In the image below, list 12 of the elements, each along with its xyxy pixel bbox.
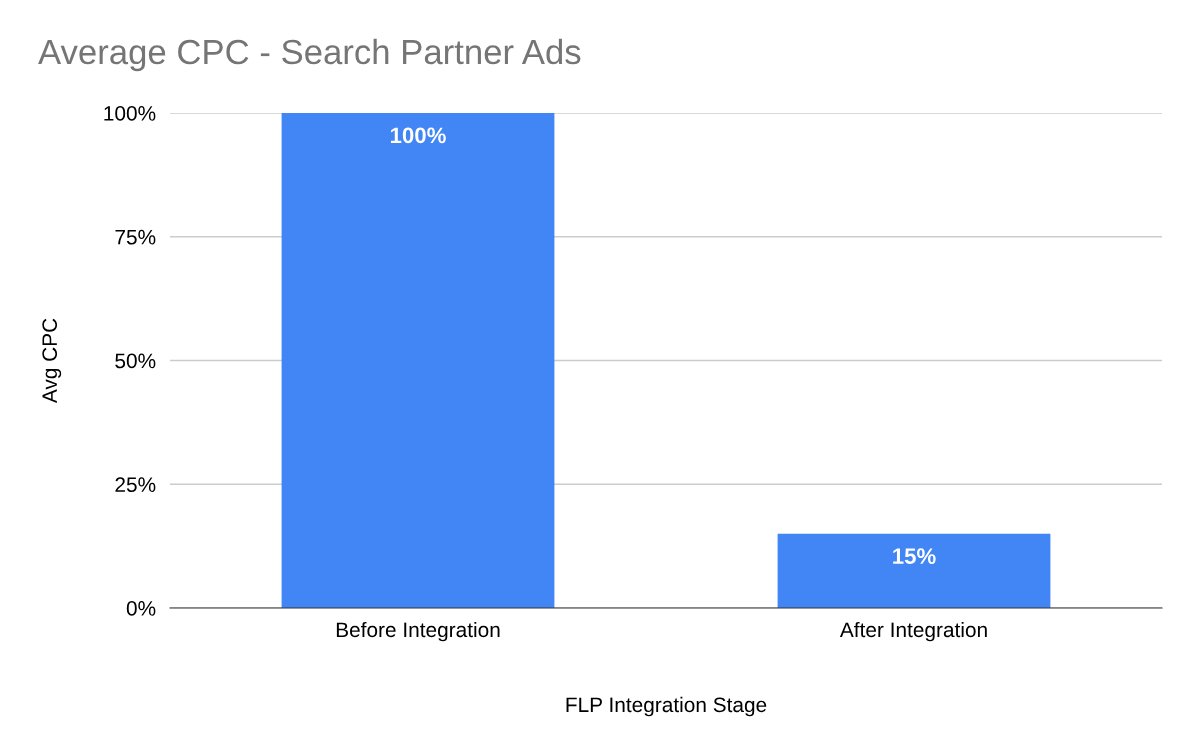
y-tick-label: 100%	[104, 106, 156, 121]
x-tick-label: After Integration	[839, 621, 987, 642]
chart-title: Average CPC - Search Partner Ads	[38, 38, 581, 72]
x-tick-label: Before Integration	[336, 621, 500, 642]
y-tick-label: 0%	[126, 601, 156, 616]
x-axis-title: FLP Integration Stage	[566, 696, 767, 717]
data-label: 100%	[390, 127, 446, 144]
y-tick-label: 50%	[115, 353, 156, 369]
y-axis-title: Avg CPC	[42, 318, 62, 404]
y-tick-label: 75%	[115, 229, 156, 245]
data-label: 15%	[893, 548, 936, 564]
y-tick-label: 25%	[115, 477, 156, 492]
